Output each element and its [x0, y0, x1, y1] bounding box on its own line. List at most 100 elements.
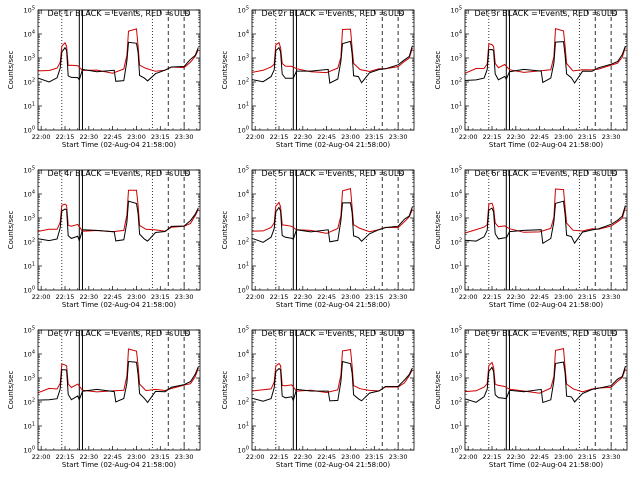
- x-tick-label: 23:00: [554, 293, 573, 301]
- detector-panel: Det 3r BLACK = Events, RED = ULD 100 101 10…: [434, 6, 628, 149]
- y-axis-label: Counts/sec: [221, 211, 229, 250]
- detector-panel: Det 8r BLACK = Events, RED = ULD 100 101 10…: [221, 326, 415, 469]
- y-tick-label: 101: [451, 262, 462, 271]
- panel-title: Det 1r BLACK = Events, RED = ULD: [48, 9, 191, 18]
- y-tick-label: 101: [238, 422, 249, 431]
- y-tick-label: 101: [238, 102, 249, 111]
- x-tick-label: 22:15: [483, 133, 502, 141]
- x-axis-label: Start Time (02-Aug-04 21:58:00): [62, 141, 176, 149]
- panel-title: Det 5r BLACK = Events, RED = ULD: [262, 169, 405, 178]
- x-axis-label: Start Time (02-Aug-04 21:58:00): [276, 301, 390, 309]
- y-tick-label: 104: [238, 190, 249, 199]
- x-tick-label: 23:15: [151, 293, 170, 301]
- x-tick-label: 23:30: [389, 293, 408, 301]
- x-tick-label: 22:45: [103, 133, 122, 141]
- x-tick-label: 23:15: [365, 133, 384, 141]
- y-tick-label: 104: [238, 30, 249, 39]
- y-tick-label: 105: [24, 326, 35, 335]
- y-tick-label: 105: [24, 166, 35, 175]
- saa-flag-label: S: [596, 330, 600, 338]
- saa-flag-label: S: [169, 330, 173, 338]
- x-axis-label: Start Time (02-Aug-04 21:58:00): [276, 461, 390, 469]
- x-tick-label: 22:15: [483, 453, 502, 461]
- saa-flag-label: S: [383, 330, 387, 338]
- x-tick-label: 23:00: [341, 133, 360, 141]
- x-tick-label: 22:15: [56, 293, 75, 301]
- panel-title: Det 9r BLACK = Events, RED = ULD: [475, 329, 618, 338]
- x-tick-label: 22:30: [506, 293, 525, 301]
- x-tick-label: 23:30: [602, 293, 621, 301]
- y-axis-label: Counts/sec: [7, 51, 15, 90]
- y-axis-label: Counts/sec: [7, 211, 15, 250]
- x-tick-label: 22:00: [459, 453, 478, 461]
- saa-flag-label: S: [399, 10, 403, 18]
- y-tick-label: 100: [451, 286, 462, 295]
- x-tick-label: 22:30: [506, 453, 525, 461]
- series-group: [252, 349, 413, 402]
- events-series-line: [38, 41, 199, 83]
- y-axis-label: Counts/sec: [7, 371, 15, 410]
- x-tick-label: 23:30: [389, 133, 408, 141]
- saa-flag-label: S: [383, 170, 387, 178]
- y-tick-label: 102: [24, 238, 35, 247]
- y-tick-label: 105: [451, 166, 462, 175]
- series-group: [38, 28, 199, 83]
- x-tick-label: 22:45: [317, 293, 336, 301]
- x-tick-label: 22:30: [293, 293, 312, 301]
- y-tick-label: 104: [24, 350, 35, 359]
- x-axis-label: Start Time (02-Aug-04 21:58:00): [489, 301, 603, 309]
- events-series-line: [38, 200, 199, 243]
- saa-flag-label: S: [596, 170, 600, 178]
- x-tick-label: 23:00: [554, 453, 573, 461]
- x-tick-label: 22:15: [483, 293, 502, 301]
- y-tick-label: 104: [451, 30, 462, 39]
- y-tick-label: 102: [451, 78, 462, 87]
- x-tick-label: 22:00: [32, 133, 51, 141]
- saa-flag-label: S: [185, 330, 189, 338]
- panel-title: Det 4r BLACK = Events, RED = ULD: [48, 169, 191, 178]
- saa-flag-label: S: [596, 10, 600, 18]
- y-tick-label: 105: [238, 166, 249, 175]
- plot-frame: [251, 169, 415, 291]
- plot-frame: [37, 9, 201, 131]
- x-axis-label: Start Time (02-Aug-04 21:58:00): [276, 141, 390, 149]
- events-series-line: [465, 200, 626, 245]
- plot-frame: [464, 329, 628, 451]
- y-tick-label: 100: [24, 286, 35, 295]
- y-tick-label: 102: [238, 78, 249, 87]
- saa-flag-label: S: [612, 170, 616, 178]
- y-tick-label: 101: [451, 102, 462, 111]
- x-axis-label: Start Time (02-Aug-04 21:58:00): [489, 461, 603, 469]
- y-axis-label: Counts/sec: [434, 371, 442, 410]
- saa-flag-label: S: [169, 170, 173, 178]
- detector-panel: Det 7r BLACK = Events, RED = ULD 100 101 10…: [7, 326, 201, 469]
- x-tick-label: 22:45: [317, 133, 336, 141]
- saa-flag-label: S: [612, 10, 616, 18]
- x-tick-label: 23:15: [578, 293, 597, 301]
- x-tick-label: 22:15: [270, 453, 289, 461]
- x-tick-label: 23:00: [127, 133, 146, 141]
- y-tick-label: 102: [451, 238, 462, 247]
- events-series-line: [465, 361, 626, 404]
- x-tick-label: 22:30: [293, 453, 312, 461]
- x-tick-label: 23:15: [365, 293, 384, 301]
- y-tick-label: 104: [238, 350, 249, 359]
- y-tick-label: 100: [451, 446, 462, 455]
- x-tick-label: 23:15: [578, 453, 597, 461]
- events-series-line: [38, 360, 199, 404]
- x-tick-label: 22:30: [506, 133, 525, 141]
- x-tick-label: 22:15: [270, 133, 289, 141]
- x-tick-label: 22:15: [56, 133, 75, 141]
- x-tick-label: 23:15: [151, 453, 170, 461]
- saa-flag-label: S: [399, 330, 403, 338]
- x-tick-label: 23:15: [365, 453, 384, 461]
- x-tick-label: 22:15: [270, 293, 289, 301]
- y-tick-label: 105: [451, 6, 462, 15]
- x-tick-label: 22:00: [459, 133, 478, 141]
- x-tick-label: 23:30: [175, 293, 194, 301]
- x-tick-label: 22:45: [530, 453, 549, 461]
- x-axis-label: Start Time (02-Aug-04 21:58:00): [62, 301, 176, 309]
- y-tick-label: 102: [238, 398, 249, 407]
- x-tick-label: 22:00: [32, 293, 51, 301]
- x-tick-label: 22:30: [79, 453, 98, 461]
